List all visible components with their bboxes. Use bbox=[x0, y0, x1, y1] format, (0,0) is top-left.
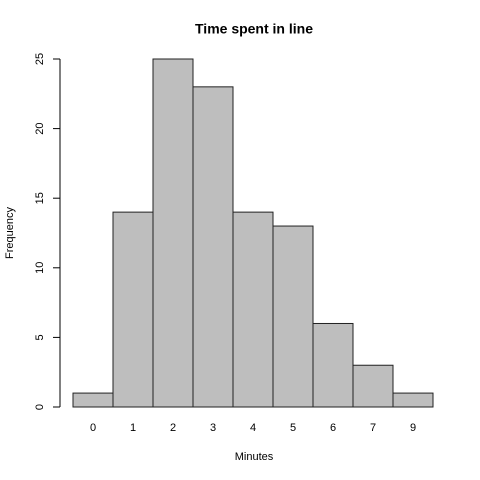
x-tick-label: 3 bbox=[210, 422, 216, 434]
x-axis-label: Minutes bbox=[235, 451, 274, 463]
x-tick-label: 6 bbox=[330, 422, 336, 434]
x-tick-label: 5 bbox=[290, 422, 296, 434]
x-tick-label: 4 bbox=[250, 422, 256, 434]
bar bbox=[192, 86, 234, 408]
bar bbox=[392, 392, 434, 408]
chart-title: Time spent in line bbox=[195, 21, 313, 37]
x-tick-label: 2 bbox=[170, 422, 176, 434]
y-axis-label: Frequency bbox=[4, 207, 16, 259]
bar bbox=[152, 58, 194, 408]
bar bbox=[232, 211, 274, 408]
x-tick-label: 0 bbox=[90, 422, 96, 434]
bar bbox=[112, 211, 154, 408]
x-tick-label: 9 bbox=[410, 422, 416, 434]
x-tick-label: 7 bbox=[370, 422, 376, 434]
y-tick-label: 5 bbox=[34, 334, 46, 340]
y-tick-label: 20 bbox=[34, 122, 46, 134]
bar bbox=[272, 225, 314, 408]
y-tick-label: 15 bbox=[34, 192, 46, 204]
y-tick-label: 10 bbox=[34, 262, 46, 274]
bar bbox=[312, 322, 354, 408]
y-tick-label: 0 bbox=[34, 404, 46, 410]
y-tick-label: 25 bbox=[34, 53, 46, 65]
bar bbox=[352, 364, 394, 408]
bar bbox=[72, 392, 114, 408]
x-tick-label: 1 bbox=[130, 422, 136, 434]
